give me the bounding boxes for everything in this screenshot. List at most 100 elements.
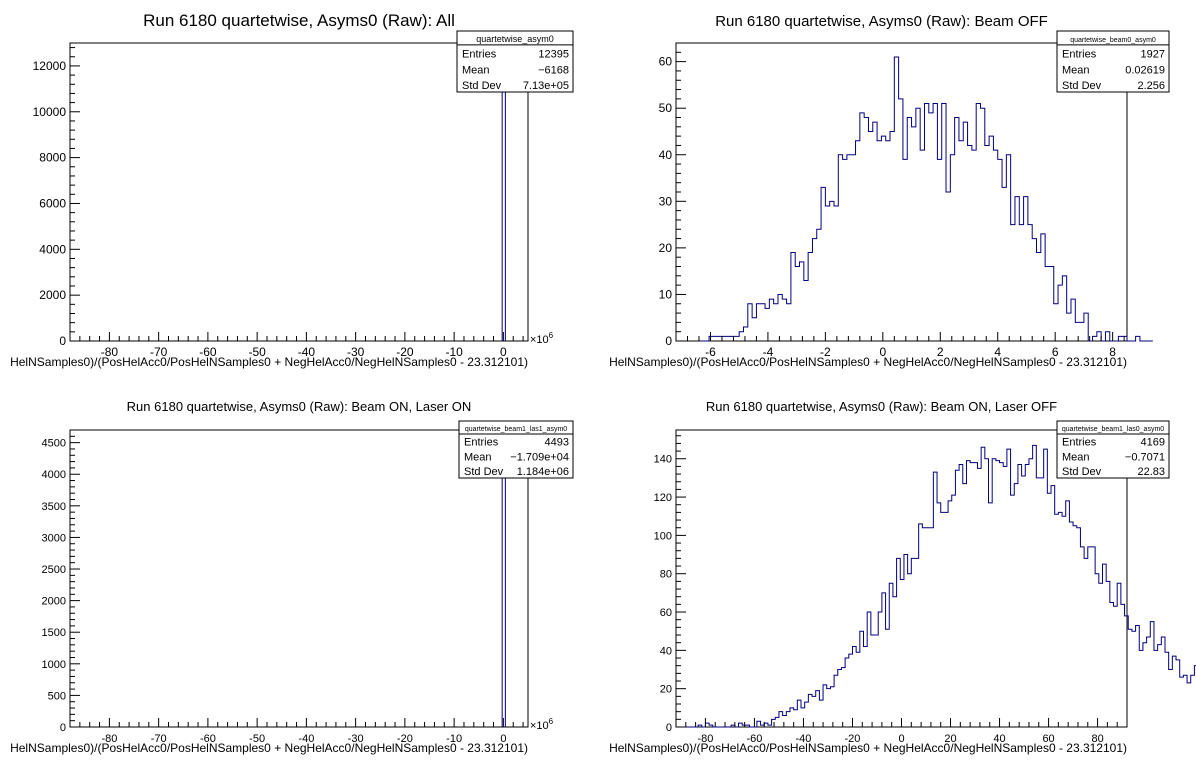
stats-row-label: Mean	[462, 64, 490, 76]
y-tick-label: 0	[60, 722, 66, 734]
x-tick-label: 20	[944, 733, 956, 745]
x-tick-label: -60	[200, 733, 216, 745]
stats-box: quartetwise_beam1_las1_asym0 Entries 4493 M…	[458, 420, 574, 479]
stats-box: quartetwise_beam0_asym0 Entries 1927 Mean 0.…	[1056, 30, 1170, 93]
y-tick-label: 2000	[42, 596, 66, 608]
y-tick-label: 60	[659, 55, 673, 69]
y-tick-label: 1000	[42, 659, 66, 671]
x-tick-label: -80	[101, 733, 117, 745]
stats-box-name: quartetwise_beam1_las0_asym0	[1062, 426, 1164, 433]
y-tick-label: 3500	[42, 501, 66, 513]
y-tick-label: 1500	[42, 627, 66, 639]
plot-frame	[69, 429, 529, 728]
stats-box-name: quartetwise_asym0	[476, 34, 554, 44]
stats-box-name: quartetwise_beam1_las1_asym0	[465, 426, 567, 433]
x-tick-label: -30	[347, 345, 365, 359]
y-tick-label: 4000	[42, 469, 66, 481]
x-exponent-base: ×10	[530, 720, 549, 732]
y-tick-label: 120	[654, 492, 672, 504]
x-tick-label: -20	[397, 733, 413, 745]
stats-box-frame	[456, 30, 574, 93]
y-tick-label: 0	[665, 334, 672, 348]
stats-box-frame	[458, 420, 574, 479]
stats-row-label: Entries	[1062, 49, 1097, 61]
x-tick-label: 8	[1109, 345, 1116, 359]
y-tick-label: 2500	[42, 564, 66, 576]
stats-row-value: 1927	[1141, 49, 1165, 61]
x-tick-label: -40	[298, 345, 316, 359]
x-tick-label: -30	[348, 733, 364, 745]
y-tick-label: 40	[660, 645, 672, 657]
y-tick-label: 60	[660, 607, 672, 619]
stats-row-label: Std Dev	[462, 80, 502, 92]
x-tick-label: 2	[937, 345, 944, 359]
y-tick-label: 6000	[39, 196, 66, 210]
x-tick-label: 0	[898, 733, 904, 745]
stats-row-label: Std Dev	[464, 466, 504, 478]
stats-row-value: 22.83	[1137, 466, 1165, 478]
stats-box-name: quartetwise_beam0_asym0	[1070, 37, 1156, 44]
stats-row-value: −1.709e+04	[510, 451, 569, 463]
x-exponent-base: ×10	[530, 334, 549, 346]
histogram-panel-4: Run 6180 quartetwise, Asyms0 (Raw): Beam…	[609, 399, 1196, 755]
stats-box-frame	[1056, 30, 1170, 93]
x-exponent-power: 6	[549, 717, 554, 726]
x-tick-label: 40	[993, 733, 1005, 745]
stats-row-value: 12395	[538, 49, 569, 61]
histogram-panel-1: Run 6180 quartetwise, Asyms0 (Raw): All -…	[10, 11, 574, 369]
y-tick-label: 140	[654, 454, 672, 466]
x-tick-label: -50	[248, 345, 266, 359]
y-tick-label: 30	[659, 194, 673, 208]
x-tick-label: -20	[396, 345, 414, 359]
stats-row-label: Std Dev	[1062, 80, 1102, 92]
stats-row-value: 1.184e+06	[517, 466, 569, 478]
y-tick-label: 3000	[42, 532, 66, 544]
x-tick-label: -40	[796, 733, 812, 745]
stats-row-value: 4169	[1141, 437, 1165, 449]
y-tick-label: 80	[660, 569, 672, 581]
x-tick-label: -10	[446, 733, 462, 745]
x-tick-label: -60	[746, 733, 762, 745]
x-tick-label: 4	[994, 345, 1001, 359]
x-tick-label: 6	[1052, 345, 1059, 359]
x-tick-label: -80	[697, 733, 713, 745]
stats-row-label: Mean	[1062, 64, 1090, 76]
x-tick-label: 0	[500, 733, 506, 745]
y-tick-label: 10	[659, 287, 673, 301]
y-tick-label: 10000	[33, 105, 67, 119]
histogram-spike	[501, 56, 506, 341]
x-axis-label: HelNSamples0)/(PosHelAcc0/PosHelNSamples…	[609, 741, 1127, 755]
stats-row-label: Std Dev	[1062, 466, 1102, 478]
histogram-series	[700, 56, 1153, 342]
chart-title: Run 6180 quartetwise, Asyms0 (Raw): Beam…	[715, 13, 1048, 30]
x-tick-label: -6	[705, 345, 716, 359]
stats-row-value: −0.7071	[1125, 451, 1165, 463]
x-tick-label: -2	[820, 345, 831, 359]
stats-row-value: 7.13e+05	[523, 80, 569, 92]
x-tick-label: 60	[1042, 733, 1054, 745]
stats-box-frame	[1056, 420, 1170, 479]
y-tick-label: 0	[59, 334, 66, 348]
stats-row-label: Entries	[464, 437, 499, 449]
stats-row-label: Entries	[462, 49, 497, 61]
x-axis-label: HelNSamples0)/(PosHelAcc0/PosHelNSamples…	[609, 355, 1127, 369]
x-exponent-label: ×106	[530, 717, 554, 732]
x-tick-label: -10	[445, 345, 463, 359]
y-tick-label: 20	[659, 241, 673, 255]
y-tick-label: 4500	[42, 438, 66, 450]
y-tick-label: 100	[654, 530, 672, 542]
histogram-spike	[501, 442, 506, 727]
plot-frame	[69, 42, 529, 342]
stats-row-value: −6168	[538, 64, 569, 76]
x-exponent-label: ×106	[530, 331, 554, 346]
x-tick-label: -70	[151, 733, 167, 745]
y-tick-label: 8000	[39, 151, 66, 165]
stats-row-value: 2.256	[1137, 80, 1165, 92]
x-axis-label: HelNSamples0)/(PosHelAcc0/PosHelNSamples…	[10, 355, 528, 369]
y-tick-label: 4000	[39, 242, 66, 256]
y-tick-label: 40	[659, 148, 673, 162]
y-tick-label: 0	[666, 722, 672, 734]
stats-row-value: 4493	[545, 437, 569, 449]
histogram-panel-2: Run 6180 quartetwise, Asyms0 (Raw): Beam…	[609, 13, 1170, 369]
